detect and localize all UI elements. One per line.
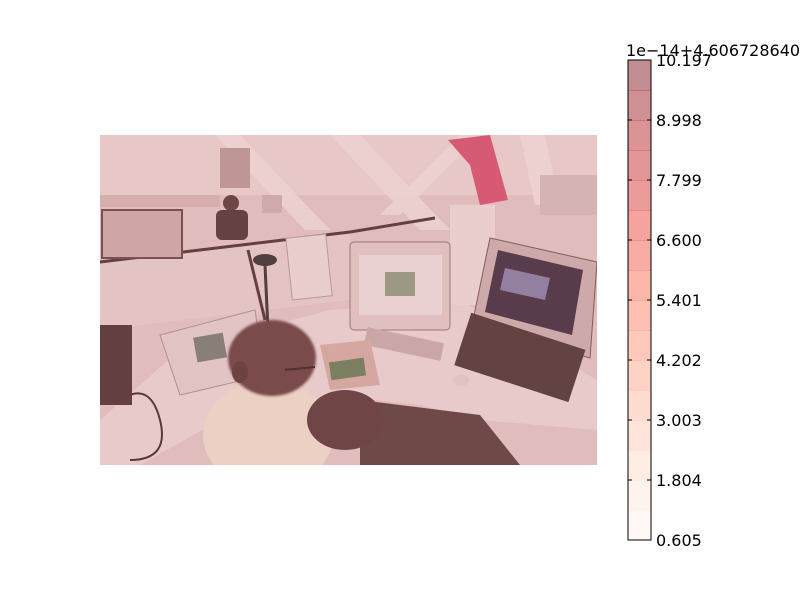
image-panel (100, 135, 597, 465)
right-screen-highlight (500, 268, 550, 300)
colorbar-band (628, 150, 651, 181)
cables (119, 392, 163, 461)
colorbar-tick-label: 5.401 (656, 291, 702, 310)
colorbar-band (628, 360, 651, 391)
right-desks (540, 175, 597, 215)
man-ear (232, 361, 248, 383)
colorbar-band (628, 120, 651, 151)
magazine-photo (328, 357, 367, 381)
mouse (453, 374, 469, 386)
laptop-image (193, 332, 228, 363)
colorbar-band (628, 510, 651, 541)
desk-lamp-stem (263, 264, 270, 331)
bookshelf (220, 148, 250, 188)
background-person-body (216, 210, 248, 240)
colorbar-band (628, 180, 651, 211)
colorbar-band (628, 90, 651, 121)
center-screen-image (385, 272, 415, 296)
left-partition (101, 209, 183, 259)
colorbar-band (628, 210, 651, 241)
partition-top-edge (100, 216, 436, 264)
colorbar-tick-label: 0.605 (656, 531, 702, 550)
colorbar-tick-label: 7.799 (656, 171, 702, 190)
man-head (228, 320, 316, 396)
colorbar-tick-label: 10.197 (656, 51, 712, 70)
colorbar-tick-label: 6.600 (656, 231, 702, 250)
colorbar-tick-label: 8.998 (656, 111, 702, 130)
posted-paper (285, 233, 333, 301)
background-monitor (262, 195, 282, 213)
colorbar-offset-text: 1e−14+4.606728640 (626, 41, 800, 60)
computer-tower (454, 312, 586, 403)
man-shirt (203, 380, 333, 465)
colorbar-band (628, 450, 651, 481)
colorbar-ticks: 0.605 1.804 3.003 4.202 5.401 6.600 7.799 8.998… (628, 51, 712, 550)
red-tint-overlay (100, 135, 597, 465)
colorbar-band (628, 300, 651, 331)
background-person-head (223, 195, 239, 211)
colorbar-tick-label: 4.202 (656, 351, 702, 370)
colorbar-band (628, 420, 651, 451)
colorbar-band (628, 270, 651, 301)
desk-lamp-head (253, 254, 277, 266)
colorbar-tick-label: 1.804 (656, 471, 702, 490)
keyboard (363, 327, 445, 361)
colorbar-band (628, 480, 651, 511)
carpet-floor (360, 400, 520, 465)
colorbar-band (628, 60, 651, 91)
colorbar-band (628, 240, 651, 271)
man-glasses (284, 366, 316, 371)
left-dark-object (100, 325, 132, 405)
colorbar-band (628, 330, 651, 361)
colorbar-band (628, 390, 651, 421)
colorbar: 0.605 1.804 3.003 4.202 5.401 6.600 7.799 8.998… (626, 41, 800, 550)
man-arm (307, 390, 383, 450)
red-sculpture (448, 135, 508, 205)
back-desk (100, 195, 220, 207)
colorbar-bands (628, 60, 651, 541)
partition-post (246, 249, 267, 321)
colorbar-tick-label: 3.003 (656, 411, 702, 430)
